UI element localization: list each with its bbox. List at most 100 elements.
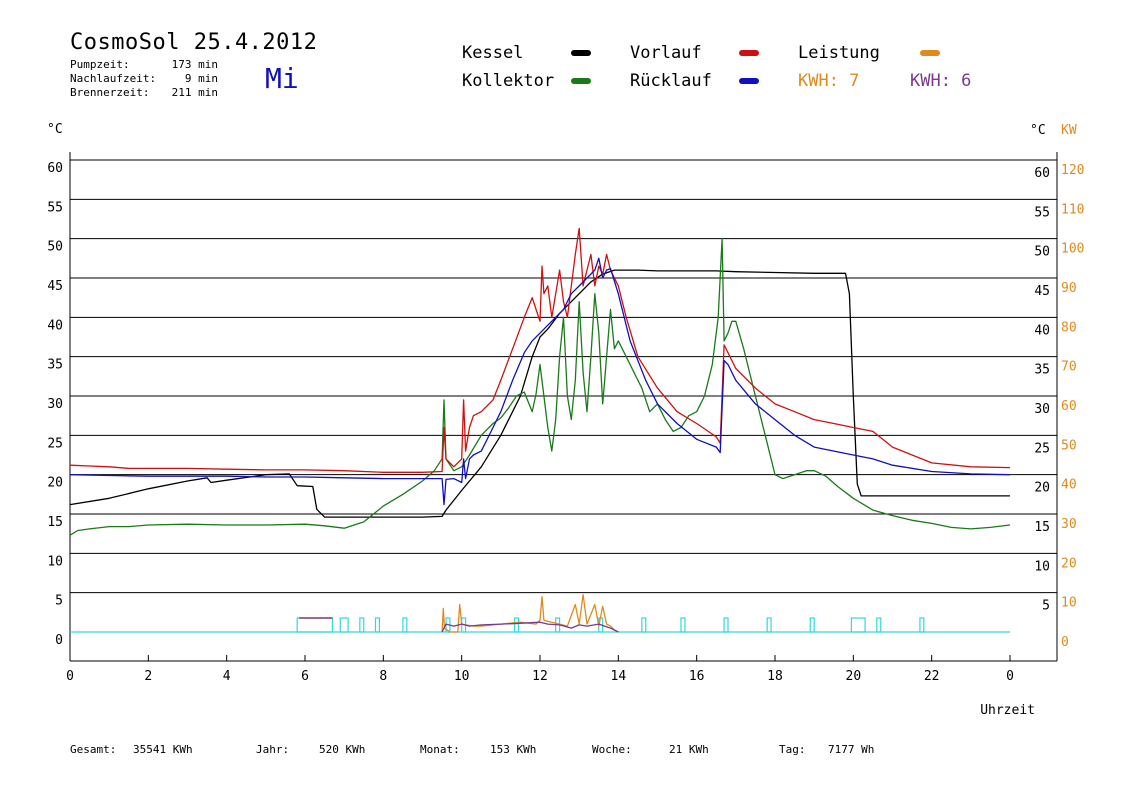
x-tick-label-6: 12	[532, 669, 548, 684]
y-left-label-0: 0	[55, 633, 63, 648]
x-tick-label-0: 0	[66, 669, 74, 684]
footer-gesamt-label: Gesamt:	[70, 743, 117, 756]
pump-interval-3	[374, 617, 381, 633]
legend-kollektor-swatch	[571, 78, 591, 84]
y2-label-6: 60	[1061, 399, 1077, 414]
footer-monat-label: Monat:	[420, 743, 460, 756]
legend-leistung-swatch	[920, 50, 940, 56]
footer-gesamt-value: 35541 KWh	[133, 743, 193, 756]
y-right-label-10: 50	[1034, 245, 1050, 260]
x-tick-label-1: 2	[144, 669, 152, 684]
pump-interval-4	[402, 617, 408, 633]
y-right-label-1: 5	[1042, 599, 1050, 614]
x-tick-label-9: 18	[767, 669, 783, 684]
pump-interval-10	[641, 617, 647, 633]
y2-label-3: 30	[1061, 517, 1077, 532]
footer-jahr-label: Jahr:	[256, 743, 290, 756]
footer-woche-value: 21 KWh	[669, 743, 709, 756]
legend-vorlauf-swatch	[739, 50, 759, 56]
series-line-kwh2	[441, 621, 619, 633]
series-line-kollektor	[69, 238, 1011, 536]
y-left-label-5: 25	[47, 436, 63, 451]
legend-kwh2: KWH: 6	[910, 71, 972, 91]
y2-label-4: 40	[1061, 478, 1077, 493]
series-line-r-cklauf	[69, 257, 1011, 506]
y-right-label-12: 60	[1034, 166, 1050, 181]
footer-monat-value: 153 KWh	[490, 743, 537, 756]
y-right-label-6: 30	[1034, 402, 1050, 417]
y2-label-1: 10	[1061, 596, 1077, 611]
stat-pumpzeit-value: 173 min	[171, 58, 218, 71]
x-tick-label-3: 6	[301, 669, 309, 684]
series-line-vorlauf	[69, 227, 1011, 473]
y2-label-8: 80	[1061, 320, 1077, 335]
y-right-label-2: 10	[1034, 559, 1050, 574]
x-tick-label-4: 8	[379, 669, 387, 684]
pump-interval-12	[723, 617, 729, 633]
x-tick-label-5: 10	[454, 669, 470, 684]
legend-vorlauf-label: Vorlauf	[630, 43, 702, 63]
pump-interval-17	[919, 617, 925, 633]
stat-nachlaufzeit-value: 9 min	[184, 72, 218, 85]
pump-interval-1	[339, 617, 349, 633]
pump-interval-0	[296, 617, 334, 633]
y-left-label-6: 30	[47, 397, 63, 412]
y-left-unit: °C	[47, 122, 63, 137]
footer-jahr-value: 520 KWh	[319, 743, 366, 756]
x-tick-label-11: 22	[924, 669, 940, 684]
y-left-label-3: 15	[47, 515, 63, 530]
pump-interval-2	[359, 617, 365, 633]
chart-title: CosmoSol 25.4.2012	[70, 30, 318, 55]
legend-kessel-swatch	[571, 50, 591, 56]
stat-pumpzeit-label: Pumpzeit:	[70, 58, 130, 71]
y-right-label-4: 20	[1034, 481, 1050, 496]
y2-label-10: 100	[1061, 242, 1084, 257]
legend-ruecklauf-label: Rücklauf	[630, 71, 712, 91]
y-left-label-11: 55	[47, 200, 63, 215]
y-left-label-7: 35	[47, 358, 63, 373]
pump-interval-14	[809, 617, 815, 633]
y2-label-0: 0	[1061, 635, 1069, 650]
y-right-label-5: 25	[1034, 441, 1050, 456]
pump-interval-15	[850, 617, 866, 633]
x-tick-label-10: 20	[846, 669, 862, 684]
y2-label-12: 120	[1061, 163, 1084, 178]
stat-brennerzeit-value: 211 min	[171, 86, 218, 99]
y-right-label-7: 35	[1034, 363, 1050, 378]
y-right-label-11: 55	[1034, 205, 1050, 220]
x-tick-label-2: 4	[223, 669, 231, 684]
y-right-label-8: 40	[1034, 323, 1050, 338]
footer-tag-label: Tag:	[779, 743, 806, 756]
y-left-label-12: 60	[47, 161, 63, 176]
legend-ruecklauf-swatch	[739, 78, 759, 84]
footer-tag-value: 7177 Wh	[828, 743, 875, 756]
pump-interval-16	[876, 617, 882, 633]
x-tick-label-12: 0	[1006, 669, 1014, 684]
legend-leistung-label: Leistung	[798, 43, 880, 63]
y-right-label-9: 45	[1034, 284, 1050, 299]
y-left-label-4: 20	[47, 476, 63, 491]
y-right-unit: °C	[1030, 123, 1046, 138]
x-tick-label-7: 14	[611, 669, 627, 684]
weekday-label: Mi	[265, 62, 299, 95]
legend-kollektor-label: Kollektor	[462, 71, 555, 91]
pump-interval-7	[513, 617, 520, 633]
y2-label-9: 90	[1061, 281, 1077, 296]
y2-label-5: 50	[1061, 438, 1077, 453]
y2-unit: KW	[1061, 123, 1077, 138]
y-left-label-10: 50	[47, 240, 63, 255]
series-line-leistung	[441, 593, 619, 633]
legend-kessel-label: Kessel	[462, 43, 524, 63]
x-tick-label-8: 16	[689, 669, 705, 684]
stat-brennerzeit-label: Brennerzeit:	[70, 86, 150, 99]
y2-label-2: 20	[1061, 556, 1077, 571]
stat-nachlaufzeit-label: Nachlaufzeit:	[70, 72, 157, 85]
legend-kwh1: KWH: 7	[798, 71, 860, 91]
y-left-label-9: 45	[47, 279, 63, 294]
y2-label-7: 70	[1061, 360, 1077, 375]
x-axis-label: Uhrzeit	[980, 703, 1035, 718]
y-right-label-3: 15	[1034, 520, 1050, 535]
pump-interval-11	[680, 617, 686, 633]
y-left-label-1: 5	[55, 594, 63, 609]
